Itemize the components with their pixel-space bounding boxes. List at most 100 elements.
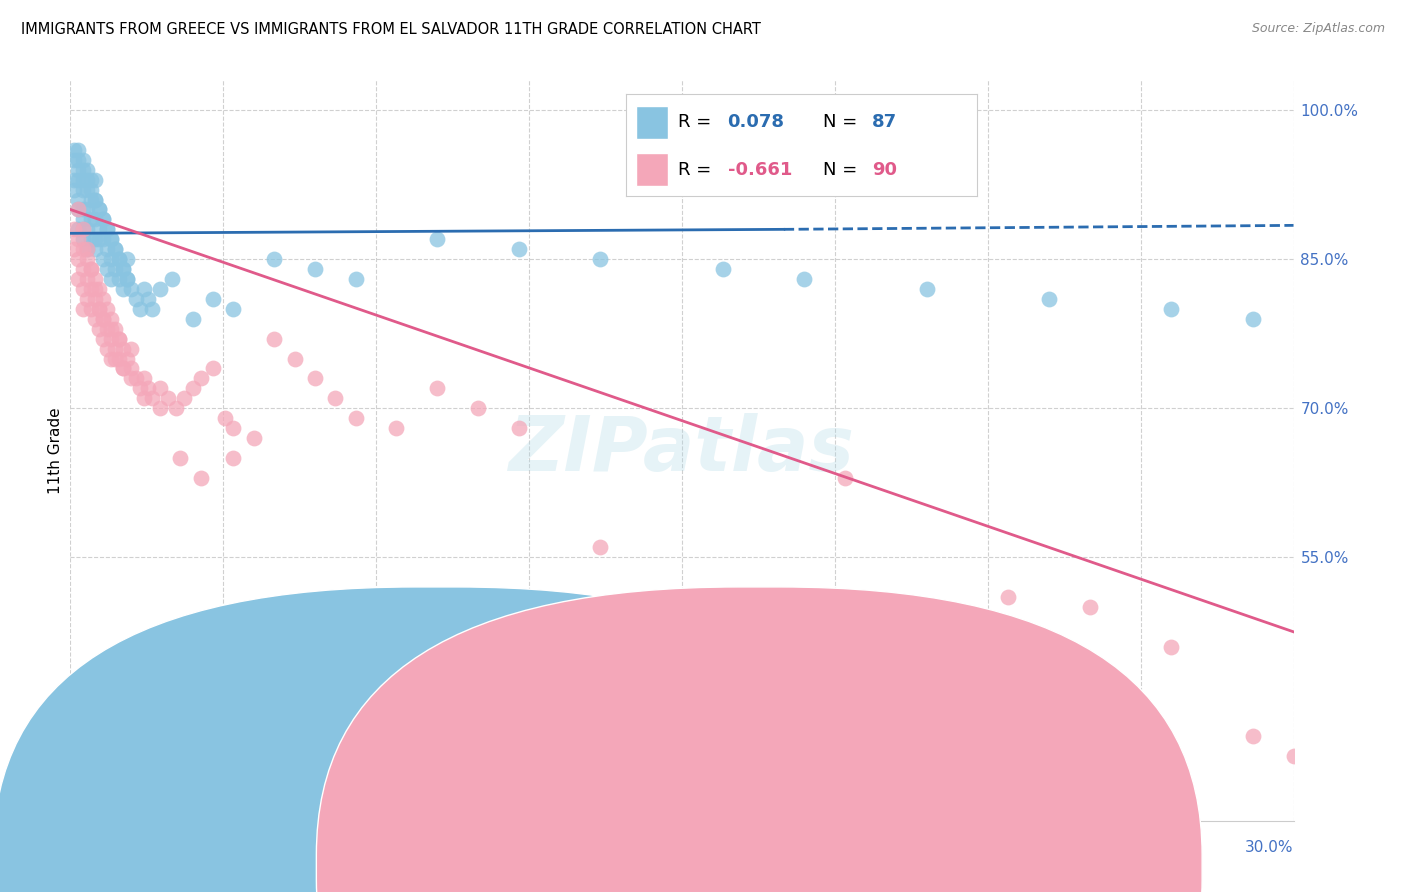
Point (72, 162, 94, 177)
Text: 87: 87 (872, 113, 897, 131)
Bar (636, 106, 668, 139)
Point (63, 222, 86, 236)
Point (108, 332, 131, 346)
Point (671, 590, 693, 604)
Point (91, 232, 114, 246)
Point (67, 162, 90, 177)
Point (67, 272, 90, 286)
Point (793, 272, 815, 286)
Point (104, 262, 127, 277)
Point (67, 202, 90, 217)
Point (83, 193, 105, 207)
Point (169, 450, 191, 465)
Point (100, 332, 122, 346)
Point (325, 392, 347, 406)
Point (104, 242, 127, 256)
Point (67, 153, 90, 167)
Point (100, 351, 122, 366)
Point (117, 252, 139, 267)
Point (263, 332, 285, 346)
Point (100, 232, 122, 246)
Point (222, 450, 245, 465)
Point (76, 292, 98, 306)
Point (112, 282, 135, 296)
Point (108, 332, 131, 346)
Point (87, 222, 110, 236)
Point (72, 153, 94, 167)
Point (112, 342, 135, 356)
Point (128, 381, 150, 395)
Point (67, 143, 90, 157)
Point (76, 172, 98, 186)
Point (96, 301, 118, 316)
Point (87, 202, 110, 217)
Point (304, 262, 326, 277)
Point (72, 222, 94, 236)
Point (96, 322, 118, 336)
Point (222, 301, 245, 316)
Point (117, 272, 139, 286)
Point (76, 252, 98, 267)
Point (426, 232, 449, 246)
Point (76, 202, 98, 217)
Text: 0.0%: 0.0% (70, 840, 110, 855)
Point (83, 172, 105, 186)
Point (79, 193, 103, 207)
Point (76, 272, 98, 286)
Point (63, 242, 86, 256)
Point (79, 282, 103, 296)
Point (91, 332, 114, 346)
Point (79, 183, 103, 197)
Point (63, 172, 86, 186)
Point (1241, 311, 1264, 326)
Point (108, 252, 131, 267)
Point (96, 242, 118, 256)
Point (72, 301, 94, 316)
Point (79, 212, 103, 227)
Point (87, 301, 110, 316)
Point (72, 232, 94, 246)
Point (76, 162, 98, 177)
Point (508, 421, 530, 435)
Point (67, 252, 90, 267)
Point (100, 322, 122, 336)
Point (72, 222, 94, 236)
Point (87, 301, 110, 316)
Point (100, 252, 122, 267)
Point (96, 222, 118, 236)
Point (149, 282, 172, 296)
Point (104, 351, 127, 366)
Text: 0.078: 0.078 (728, 113, 785, 131)
Point (1282, 749, 1305, 764)
Point (79, 172, 103, 186)
Point (67, 222, 90, 236)
Text: ZIPatlas: ZIPatlas (509, 414, 855, 487)
Text: IMMIGRANTS FROM GREECE VS IMMIGRANTS FROM EL SALVADOR 11TH GRADE CORRELATION CHA: IMMIGRANTS FROM GREECE VS IMMIGRANTS FRO… (21, 22, 761, 37)
Point (589, 252, 612, 267)
Point (162, 272, 183, 286)
Point (202, 292, 225, 306)
Point (1078, 599, 1101, 614)
Point (214, 411, 236, 425)
Point (112, 262, 135, 277)
Point (72, 202, 94, 217)
Point (915, 610, 938, 624)
Point (121, 371, 143, 385)
Point (76, 183, 98, 197)
Point (117, 272, 139, 286)
Point (63, 183, 86, 197)
Point (1241, 729, 1264, 743)
Point (67, 172, 90, 186)
Point (83, 193, 105, 207)
Point (108, 351, 131, 366)
Point (67, 193, 90, 207)
Point (1160, 301, 1182, 316)
Text: N =: N = (823, 161, 862, 178)
Point (243, 431, 266, 445)
Point (100, 232, 122, 246)
Point (100, 311, 122, 326)
Point (67, 232, 90, 246)
Point (108, 252, 131, 267)
Point (149, 381, 172, 395)
Point (72, 262, 94, 277)
